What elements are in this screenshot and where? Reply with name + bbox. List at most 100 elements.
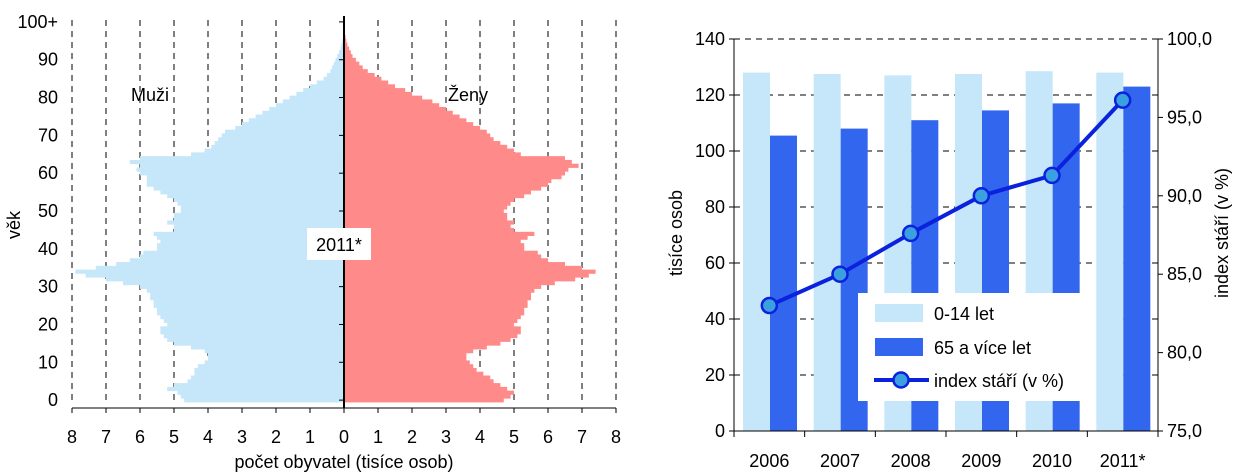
bar-men-age-42 [160,239,344,244]
bar-men-age-14 [191,345,344,350]
bar-women-age-65 [344,152,521,157]
bar-women-age-68 [344,141,501,146]
bar-women-age-44 [344,231,535,236]
combo-tick-labels: 0 20 40 60 80 100 120 140 75,0 80,0 85,0 90,0 95,0 10… [695,29,1212,471]
bar-women-age-37 [344,258,548,263]
pyramid-x-tick-label: 4 [203,427,213,447]
pyramid-x-tick-labels: 8 7 6 5 4 3 2 1 0 1 2 3 4 5 6 7 8 [67,427,621,447]
bar-women-age-59 [344,175,562,180]
combo-legend: 0-14 let 65 a více let index stáří (v %) [858,293,1094,401]
bar-men-age-57 [146,182,344,187]
bar-women-age-46 [344,224,511,229]
bar-women-age-11 [344,356,467,361]
bar-men-age-19 [160,326,344,331]
bar-women-age-27 [344,296,531,301]
bar-men-age-67 [211,144,344,149]
bar-men-age-27 [150,296,344,301]
bar-men-age-86 [327,72,344,78]
bar-women-age-49 [344,212,508,218]
pyramid-x-tick-label: 5 [169,427,179,447]
bar-women-age-43 [344,235,528,240]
bar-men-age-66 [204,148,344,153]
bar-men-age-40 [157,246,344,252]
combo-y-tick-label: 120 [695,85,725,105]
bar-men-age-15 [174,341,344,346]
combo-y2-axis-title: index stáří (v %) [1212,168,1232,298]
bar-men-age-48 [174,216,344,221]
bar-men-age-20 [167,322,344,327]
bar-men-age-82 [303,88,344,93]
index-point-2008 [901,224,920,243]
bar-men-age-0 [184,398,344,403]
bar-women-age-94 [344,42,348,47]
bar-women-age-5 [344,379,494,384]
bar-men-age-81 [296,91,344,97]
bar-men-age-29 [146,288,344,293]
bar-men-age-9 [197,364,344,369]
combo-y2-tick-label: 100,0 [1167,29,1212,49]
bar-men-age-84 [316,80,344,85]
index-point-2009 [972,187,991,205]
bar-women-age-10 [344,360,470,365]
bar-women-age-95 [344,38,347,44]
bar-men-age-69 [218,137,344,142]
bar-men-age-78 [276,103,344,108]
bar-men-age-60 [140,171,344,176]
bar-men-age-94 [341,42,344,47]
bar-women-age-36 [344,262,565,267]
bar-men-age-4 [174,383,344,388]
combo-category-label: 2011* [1100,451,1146,471]
combo-y-tick-label: 0 [715,421,725,441]
bar-men-age-45 [174,228,344,233]
bar-men-age-33 [85,273,344,278]
pyramid-x-tick-label: 8 [67,427,77,447]
bar-men-age-76 [262,110,344,115]
bar-women-age-31 [344,280,555,286]
bar-men-age-12 [208,352,344,358]
bar-women-age-51 [344,205,508,210]
bar-women-age-38 [344,254,542,259]
pyramid-x-tick-label: 0 [339,427,349,447]
pyramid-y-tick-label: 50 [38,201,58,221]
bar-women-age-42 [344,239,521,244]
bar-women-age-7 [344,371,484,376]
pyramid-x-tick-label: 3 [237,427,247,447]
index-point-2007 [831,265,849,283]
bar-men-age-36 [116,262,344,267]
bar-women-age-9 [344,364,474,369]
pyramid-x-tick-label: 6 [543,427,553,447]
bar-men-age-43 [157,235,344,240]
bar-men-age-58 [146,178,344,184]
bar-65plus-2011* [1123,86,1151,431]
bar-men-age-5 [187,379,344,384]
bar-women-age-90 [344,57,356,63]
bar-men-age-92 [338,50,344,55]
bar-men-age-59 [146,175,344,180]
bar-0-14-2006 [743,72,770,431]
bar-men-age-52 [177,201,344,206]
bar-men-age-44 [153,231,344,236]
bar-women-age-86 [344,72,375,78]
pyramid-y-tick-label: 60 [38,163,58,183]
bar-men-age-38 [140,254,344,259]
legend-label-index: index stáří (v %) [934,371,1064,391]
bar-line-chart: 0 20 40 60 80 100 120 140 75,0 80,0 85,0 90,0 95,0 10… [666,29,1232,471]
bar-men-age-49 [174,212,344,218]
bar-women-age-33 [344,273,589,278]
bar-65plus-2006 [770,135,797,431]
pyramid-y-tick-label: 90 [38,50,58,70]
bar-men-age-8 [194,367,344,373]
bar-women-age-88 [344,65,363,70]
bar-women-age-77 [344,106,446,112]
bar-women-age-32 [344,277,576,282]
bar-men-age-6 [191,375,344,380]
pyramid-x-tick-label: 4 [475,427,485,447]
bar-women-age-15 [344,341,501,346]
bar-women-age-3 [344,386,508,392]
pyramid-x-tick-label: 8 [611,427,621,447]
bar-men-age-85 [323,76,344,81]
combo-y2-tick-label: 95,0 [1167,107,1202,127]
bar-men-age-50 [180,209,344,214]
combo-line-series [760,91,1132,315]
bar-women-age-64 [344,156,565,161]
